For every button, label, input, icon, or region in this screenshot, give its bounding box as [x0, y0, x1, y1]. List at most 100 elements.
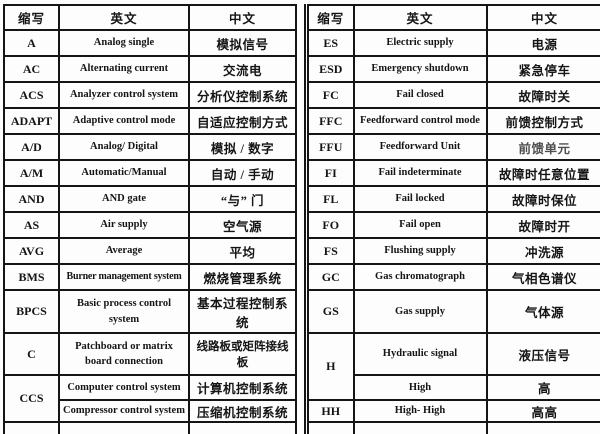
abbreviation-table-right: 缩写 英文 中文 ES Electric supply 电源 ESD Emerg…	[304, 4, 600, 434]
cell-abbr: A/D	[3, 133, 60, 161]
cell-chinese: 高高	[485, 399, 600, 423]
cell-english: Analyzer control system	[58, 81, 190, 109]
cell-english: High	[352, 374, 488, 401]
cell-abbr-ccs-merged: CCS	[3, 374, 60, 423]
table-row: FC Fail closed 故障时关	[305, 81, 600, 109]
cell-abbr: FC	[305, 81, 355, 109]
cell-abbr: FFU	[305, 133, 355, 161]
cell-chinese: 高	[485, 374, 600, 401]
table-row: FFU Feedforward Unit 前馈单元	[305, 133, 600, 161]
cell-english: Adaptive control mode	[58, 107, 190, 135]
cell-abbr: FI	[305, 159, 355, 187]
table-row: CCS Computer control system 计算机控制系统	[3, 374, 297, 423]
cell-chinese: 气相色谱仪	[485, 263, 600, 291]
cell-english: AND gate	[58, 185, 190, 213]
table-row: H Hydraulic signal 液压信号	[305, 332, 600, 401]
cell-abbr: BPCS	[3, 289, 60, 334]
cell-chinese: 基本过程控制系统	[188, 289, 297, 334]
cell-english: Feedforward control mode	[352, 107, 488, 135]
col-header-chinese: 中文	[485, 4, 600, 31]
cell-english: Analog/ Digital	[58, 133, 190, 161]
cell-english: Feedforward Unit	[352, 133, 488, 161]
cell-english: Patchboard or matrix board connection	[58, 332, 190, 376]
table-row: GS Gas supply 气体源	[305, 289, 600, 334]
cell-chinese: 压缩机控制系统	[188, 399, 297, 423]
cell-empty	[305, 421, 355, 434]
cell-chinese: 冲洗源	[485, 237, 600, 265]
cell-chinese: 前馈单元	[485, 133, 600, 161]
cell-abbr: C	[3, 332, 60, 376]
col-header-english: 英文	[352, 4, 488, 31]
cell-chinese: 交流电	[188, 55, 297, 83]
table-row: HH High- High 高高	[305, 399, 600, 423]
cell-english: Basic process control system	[58, 289, 190, 334]
table-row: ACS Analyzer control system 分析仪控制系统	[3, 81, 297, 109]
cell-english: High- High	[352, 399, 488, 423]
table-row: BPCS Basic process control system 基本过程控制…	[3, 289, 297, 334]
cell-english: Automatic/Manual	[58, 159, 190, 187]
cell-abbr: FL	[305, 185, 355, 213]
cell-chinese: 故障时任意位置	[485, 159, 600, 187]
cell-english: Hydraulic signal	[352, 332, 488, 376]
table-row: ADAPT Adaptive control mode 自适应控制方式	[3, 107, 297, 135]
cell-abbr: AVG	[3, 237, 60, 265]
cell-english: Alternating current	[58, 55, 190, 83]
table-row: AS Air supply 空气源	[3, 211, 297, 239]
cell-abbr: A/M	[3, 159, 60, 187]
cell-abbr: GC	[305, 263, 355, 291]
cell-chinese: 分析仪控制系统	[188, 81, 297, 109]
cell-abbr: HH	[305, 399, 355, 423]
cell-english: Air supply	[58, 211, 190, 239]
cell-abbr: BMS	[3, 263, 60, 291]
cell-chinese: 燃烧管理系统	[188, 263, 297, 291]
cell-chinese: 故障时开	[485, 211, 600, 239]
table-row: BMS Burner management system 燃烧管理系统	[3, 263, 297, 291]
table-header-row: 缩写 英文 中文	[3, 4, 297, 31]
table-row: ES Electric supply 电源	[305, 29, 600, 57]
table-row: FFC Feedforward control mode 前馈控制方式	[305, 107, 600, 135]
cell-chinese: 模拟信号	[188, 29, 297, 57]
cell-english: Gas supply	[352, 289, 488, 334]
cell-chinese: 计算机控制系统	[188, 374, 297, 401]
cell-abbr: GS	[305, 289, 355, 334]
partial-cutoff-row	[3, 421, 297, 434]
table-row: A/M Automatic/Manual 自动 / 手动	[3, 159, 297, 187]
table-row: A/D Analog/ Digital 模拟 / 数字	[3, 133, 297, 161]
cell-abbr: ACS	[3, 81, 60, 109]
table-row: AND AND gate “与” 门	[3, 185, 297, 213]
col-header-abbr: 缩写	[305, 4, 355, 31]
col-header-english: 英文	[58, 4, 190, 31]
cell-chinese: 故障时保位	[485, 185, 600, 213]
col-header-abbr: 缩写	[3, 4, 60, 31]
cell-english: Flushing supply	[352, 237, 488, 265]
cell-chinese: 故障时关	[485, 81, 600, 109]
partial-cutoff-row	[305, 421, 600, 434]
cell-empty	[58, 421, 190, 434]
cell-abbr: A	[3, 29, 60, 57]
cell-english: Burner management system	[58, 263, 190, 291]
cell-chinese: 线路板或矩阵接线板	[188, 332, 297, 376]
table-row: GC Gas chromatograph 气相色谱仪	[305, 263, 600, 291]
cell-abbr: FS	[305, 237, 355, 265]
cell-abbr: AC	[3, 55, 60, 83]
cell-english: Fail open	[352, 211, 488, 239]
cell-chinese: 液压信号	[485, 332, 600, 376]
cell-chinese: 紧急停车	[485, 55, 600, 83]
cell-english: Fail locked	[352, 185, 488, 213]
cell-chinese: 模拟 / 数字	[188, 133, 297, 161]
table-row: AC Alternating current 交流电	[3, 55, 297, 83]
cell-abbr: ES	[305, 29, 355, 57]
table-row: FL Fail locked 故障时保位	[305, 185, 600, 213]
cell-chinese: 自适应控制方式	[188, 107, 297, 135]
cell-english: Fail indeterminate	[352, 159, 488, 187]
cell-chinese: “与” 门	[188, 185, 297, 213]
cell-english: Emergency shutdown	[352, 55, 488, 83]
cell-english: Analog single	[58, 29, 190, 57]
cell-chinese: 平均	[188, 237, 297, 265]
table-row: FI Fail indeterminate 故障时任意位置	[305, 159, 600, 187]
cell-abbr: ESD	[305, 55, 355, 83]
table-row: FS Flushing supply 冲洗源	[305, 237, 600, 265]
table-row: A Analog single 模拟信号	[3, 29, 297, 57]
cell-english: Fail closed	[352, 81, 488, 109]
